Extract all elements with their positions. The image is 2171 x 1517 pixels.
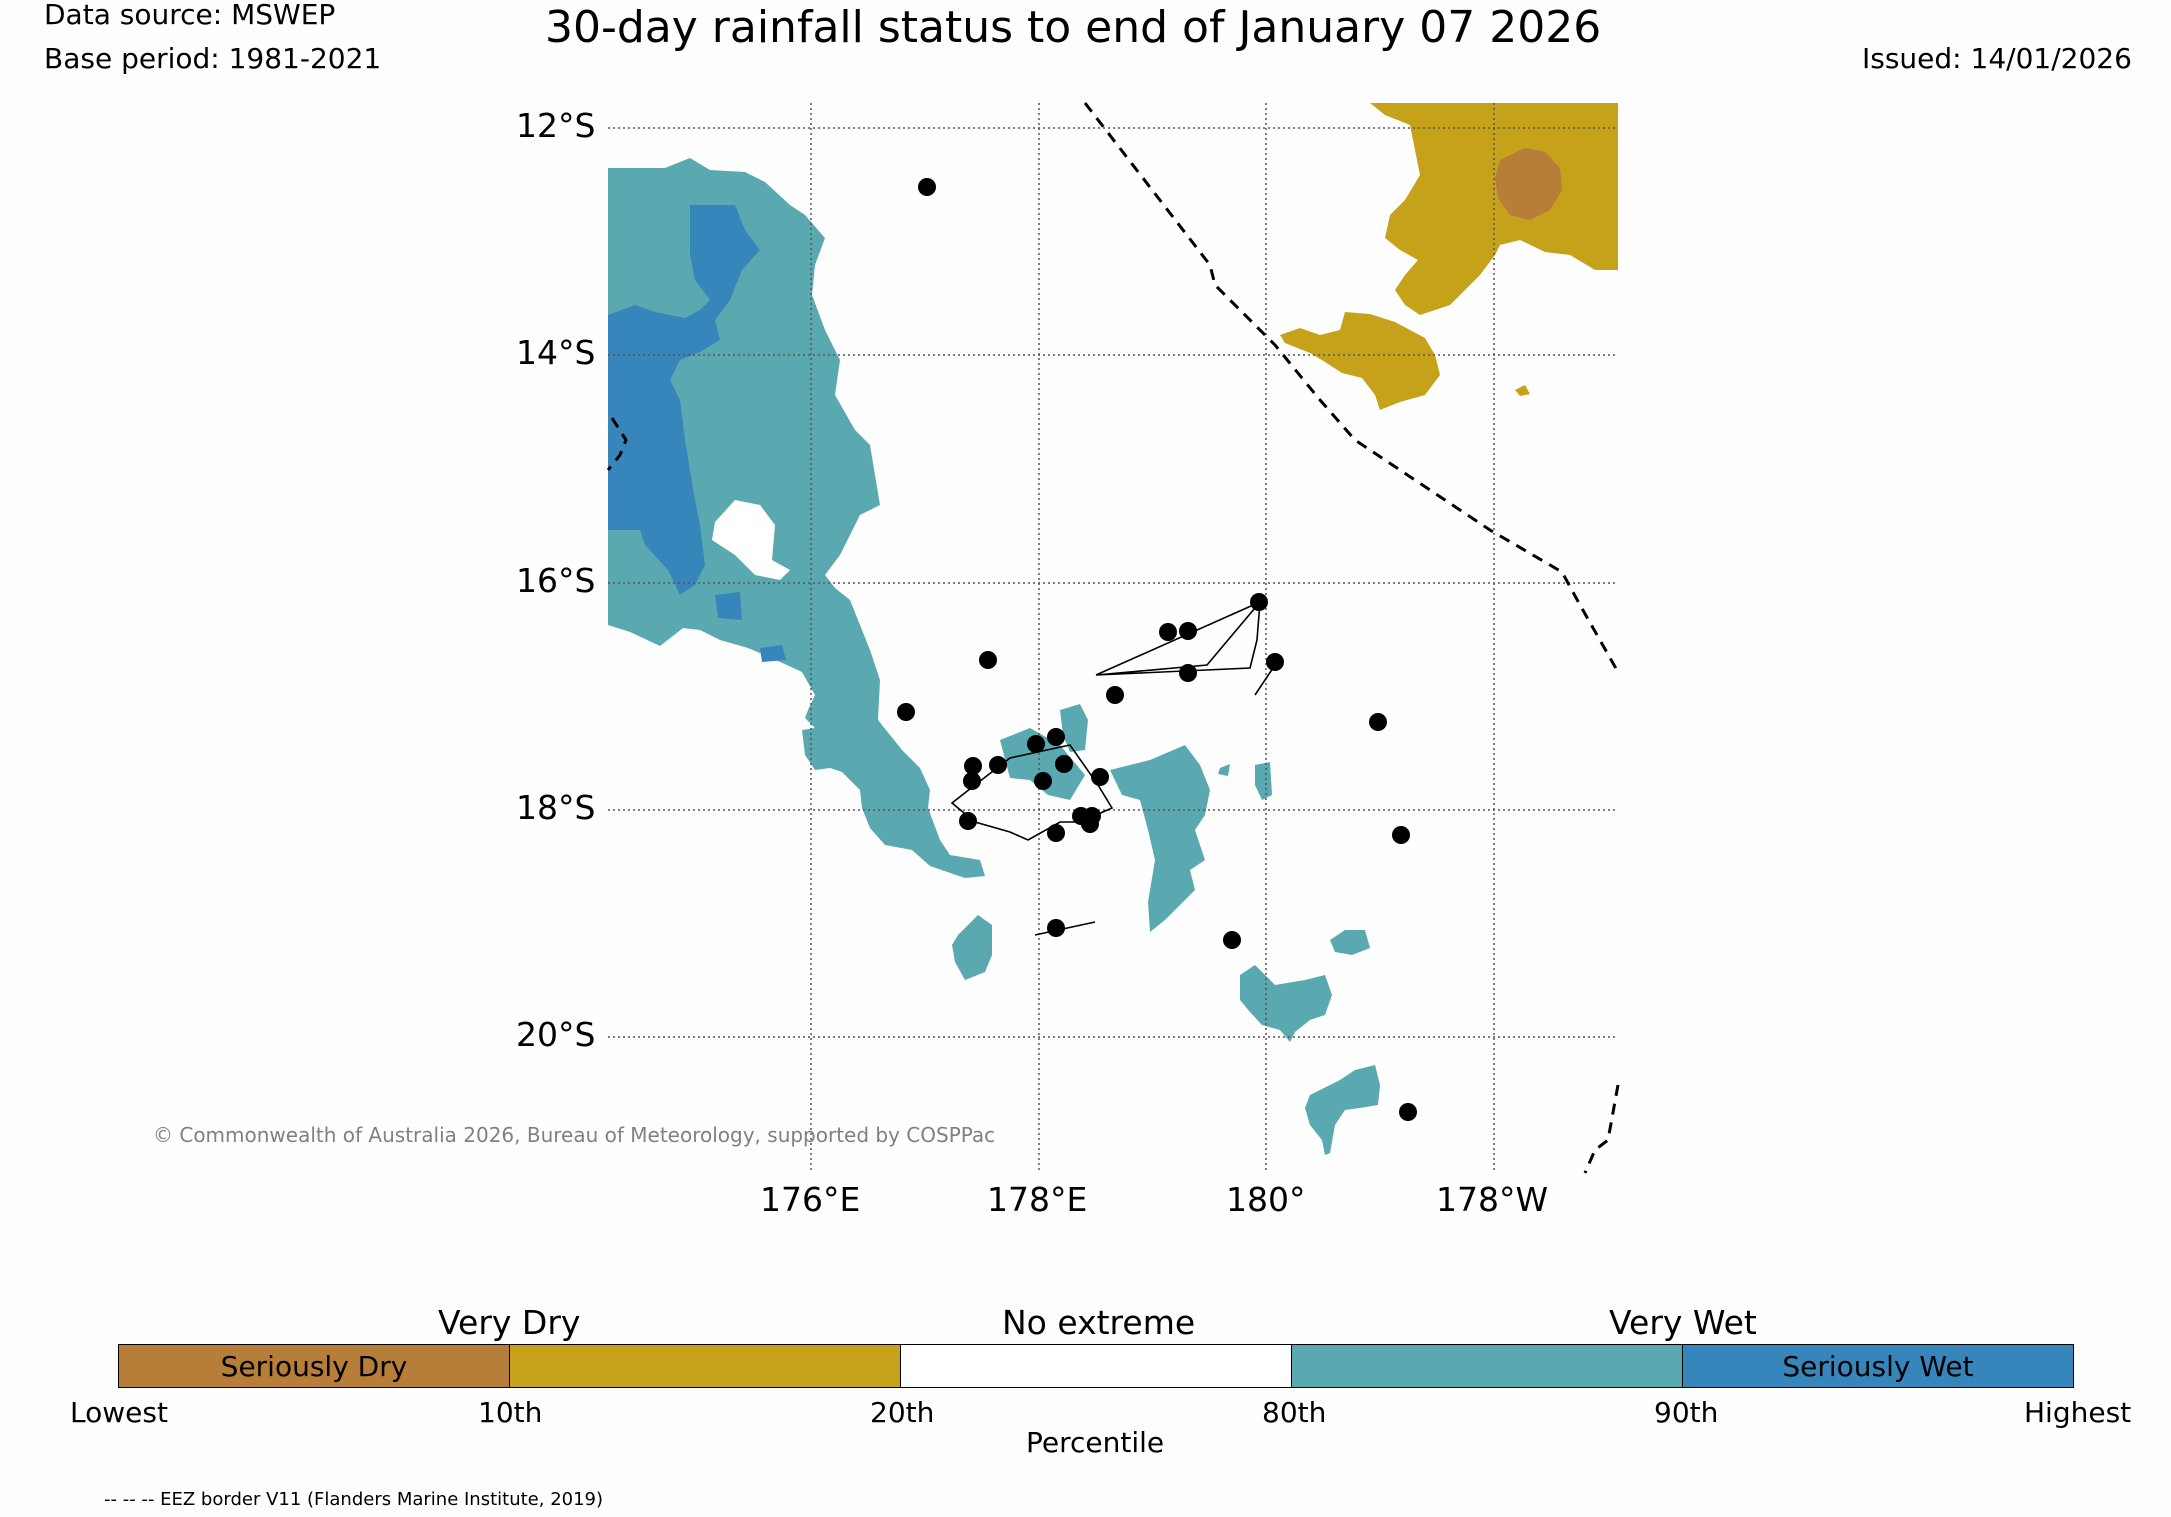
station-marker bbox=[1392, 826, 1410, 844]
legend-segment-seriously-wet: Seriously Wet bbox=[1683, 1345, 2073, 1387]
station-marker bbox=[1027, 735, 1045, 753]
legend-label-seriously-wet: Seriously Wet bbox=[1782, 1350, 1974, 1383]
island-vanua-levu-outline bbox=[1095, 600, 1261, 676]
legend-band-very-wet: Very Wet bbox=[1609, 1303, 1757, 1342]
seriously-dry-region bbox=[1495, 148, 1562, 220]
station-marker bbox=[1266, 653, 1284, 671]
station-marker bbox=[979, 651, 997, 669]
very-wet-region-central bbox=[1000, 728, 1085, 800]
station-marker bbox=[897, 703, 915, 721]
station-marker bbox=[1055, 755, 1073, 773]
legend-tick-lowest: Lowest bbox=[70, 1396, 168, 1429]
legend-segment-very-wet bbox=[1292, 1345, 1683, 1387]
very-wet-islet-1 bbox=[1255, 762, 1272, 800]
legend-segment-very-dry bbox=[510, 1345, 901, 1387]
eez-border bbox=[606, 102, 1620, 1174]
legend-tick-80th: 80th bbox=[1262, 1396, 1327, 1429]
legend-tick-20th: 20th bbox=[870, 1396, 935, 1429]
station-marker bbox=[959, 812, 977, 830]
station-marker bbox=[1159, 623, 1177, 641]
data-source-label: Data source: MSWEP bbox=[44, 0, 336, 31]
station-marker bbox=[918, 178, 936, 196]
very-wet-region-south-4 bbox=[1305, 1065, 1380, 1155]
very-wet-region-south-2 bbox=[1240, 965, 1332, 1042]
station-marker bbox=[1047, 728, 1065, 746]
eez-footnote: -- -- -- EEZ border V11 (Flanders Marine… bbox=[104, 1489, 604, 1510]
eez-border-east bbox=[1083, 102, 1620, 673]
station-marker bbox=[1250, 593, 1268, 611]
graticule bbox=[608, 103, 1618, 1173]
lat-label-16s: 16°S bbox=[516, 561, 596, 600]
station-marker bbox=[1081, 815, 1099, 833]
very-dry-islet bbox=[1515, 385, 1530, 396]
legend-tick-10th: 10th bbox=[478, 1396, 543, 1429]
lat-label-12s: 12°S bbox=[516, 106, 596, 145]
very-wet-islet-2 bbox=[1218, 764, 1230, 776]
station-marker bbox=[964, 757, 982, 775]
lon-label-178w: 178°W bbox=[1436, 1180, 1549, 1219]
very-wet-region-central-b bbox=[1060, 704, 1088, 752]
station-marker bbox=[989, 756, 1007, 774]
lat-label-20s: 20°S bbox=[516, 1015, 596, 1054]
lon-label-178e: 178°E bbox=[987, 1180, 1088, 1219]
station-marker bbox=[1106, 686, 1124, 704]
legend-tick-90th: 90th bbox=[1654, 1396, 1719, 1429]
seriously-wet-islet-1 bbox=[715, 592, 742, 620]
legend-segment-seriously-dry: Seriously Dry bbox=[119, 1345, 510, 1387]
station-marker bbox=[1369, 713, 1387, 731]
station-marker bbox=[963, 772, 981, 790]
very-wet-region-south-3 bbox=[1330, 930, 1370, 955]
station-marker bbox=[1399, 1103, 1417, 1121]
station-marker bbox=[1223, 931, 1241, 949]
lat-label-14s: 14°S bbox=[516, 333, 596, 372]
station-marker bbox=[1034, 772, 1052, 790]
lat-label-18s: 18°S bbox=[516, 788, 596, 827]
lon-label-176e: 176°E bbox=[760, 1180, 861, 1219]
seriously-wet-islet-2 bbox=[760, 645, 786, 662]
base-period-label: Base period: 1981-2021 bbox=[44, 42, 382, 75]
very-wet-region-south-1 bbox=[952, 915, 992, 980]
lon-label-180: 180° bbox=[1226, 1180, 1306, 1219]
seriously-wet-region bbox=[608, 205, 760, 595]
legend-band-no-extreme: No extreme bbox=[1002, 1303, 1196, 1342]
map-title: 30-day rainfall status to end of January… bbox=[545, 2, 1602, 53]
very-wet-region-east bbox=[1110, 745, 1210, 932]
legend-band-very-dry: Very Dry bbox=[438, 1303, 581, 1342]
issued-date-label: Issued: 14/01/2026 bbox=[1862, 42, 2132, 75]
eez-border-south bbox=[1583, 1084, 1620, 1174]
stations bbox=[897, 178, 1417, 1121]
station-marker bbox=[1179, 664, 1197, 682]
legend-segment-no-extreme bbox=[901, 1345, 1292, 1387]
very-wet-gap bbox=[712, 500, 790, 580]
station-marker bbox=[1091, 768, 1109, 786]
station-marker bbox=[1047, 919, 1065, 937]
legend-label-seriously-dry: Seriously Dry bbox=[220, 1350, 408, 1383]
island-kadavu-outline bbox=[1034, 921, 1096, 936]
copyright-notice: © Commonwealth of Australia 2026, Bureau… bbox=[153, 1123, 996, 1147]
percentile-colorbar: Seriously Dry Seriously Wet bbox=[118, 1344, 2074, 1388]
legend-tick-highest: Highest bbox=[2024, 1396, 2132, 1429]
station-marker bbox=[1047, 824, 1065, 842]
station-marker bbox=[1179, 622, 1197, 640]
legend-axis-title: Percentile bbox=[1026, 1426, 1165, 1459]
very-dry-region-mid bbox=[1280, 312, 1440, 410]
